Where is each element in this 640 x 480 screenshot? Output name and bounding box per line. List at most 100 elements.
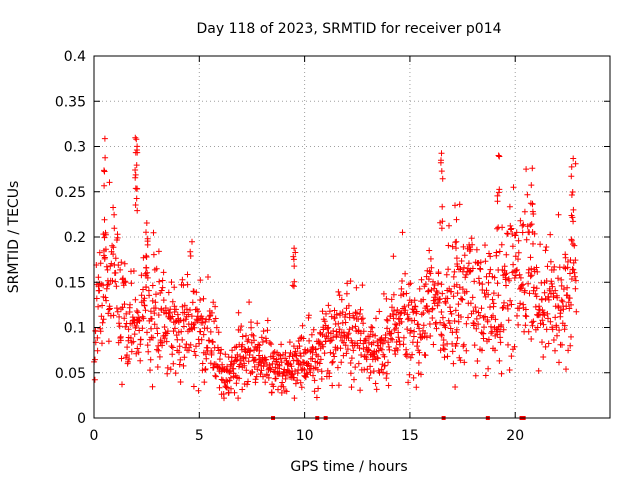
data-point [403,290,410,297]
data-point [530,211,537,217]
data-point [485,291,492,298]
data-point [482,313,488,320]
data-point [487,253,494,260]
data-point [390,291,397,298]
data-point [381,353,388,360]
data-point [503,270,510,277]
data-point [426,247,433,254]
data-point [132,149,139,156]
data-point [177,379,184,385]
data-point [550,337,557,343]
data-point [373,315,379,322]
data-point [478,305,485,312]
data-point [212,303,219,310]
data-point [418,334,425,341]
data-point [320,326,327,333]
data-point [288,363,295,370]
data-point [177,317,184,324]
data-point [102,294,109,301]
data-point [337,345,344,352]
data-point [260,373,266,380]
data-point [184,281,191,288]
data-point [309,355,316,362]
data-point [557,307,564,314]
data-point [527,254,534,261]
data-point [260,328,267,335]
data-point [132,134,139,141]
data-point [283,388,290,395]
data-point [402,270,409,277]
data-point [147,367,153,374]
data-point [516,271,523,278]
data-point [418,276,425,283]
data-point [128,280,135,287]
data-point [231,389,238,396]
data-point [233,380,240,387]
data-point [221,395,227,402]
data-point [568,192,575,198]
data-point [512,232,519,239]
data-point [238,323,245,330]
data-point [385,359,391,366]
data-point [514,312,520,319]
data-point [99,319,106,326]
data-point [510,184,517,191]
data-point [292,380,299,387]
data-point [348,355,355,362]
data-point [573,308,580,315]
data-point [525,280,532,287]
data-point [276,362,283,369]
data-point [410,309,417,316]
data-point [467,300,474,307]
data-point [122,279,129,286]
data-point [435,280,441,287]
data-point [297,379,304,386]
data-point [94,347,101,354]
data-point [520,221,527,228]
data-point [239,341,246,348]
data-point [381,337,388,344]
data-point [234,351,241,358]
data-point [471,342,478,349]
data-point [446,222,452,229]
data-point [113,305,120,312]
data-point [97,260,104,267]
data-point [544,310,551,317]
data-point [265,374,272,381]
data-point [471,278,478,285]
data-point [460,343,467,350]
data-point [400,291,407,298]
data-point [347,370,354,377]
data-point [291,245,298,252]
data-point [338,359,345,366]
data-point [480,335,487,342]
data-point [206,337,213,344]
data-point [135,349,142,356]
data-point [558,282,565,289]
data-point [479,281,486,288]
data-point [570,218,577,225]
data-point [321,318,328,325]
data-point [383,375,390,382]
data-point [193,343,199,350]
data-point [316,340,323,347]
data-point [468,235,475,242]
data-point [291,374,297,381]
data-point [458,295,464,302]
data-point [496,248,503,255]
data-point [507,297,514,304]
data-point [95,303,102,310]
data-point [176,349,182,356]
data-point [198,336,205,343]
data-point [496,186,503,193]
data-point [554,294,561,301]
data-point [407,280,414,287]
data-point [508,353,515,360]
x-tick-label: 0 [90,428,99,444]
data-point [383,295,390,302]
data-point [109,242,116,249]
data-point [465,314,471,321]
data-point [224,363,231,370]
data-point [126,356,133,362]
data-point [537,241,544,248]
